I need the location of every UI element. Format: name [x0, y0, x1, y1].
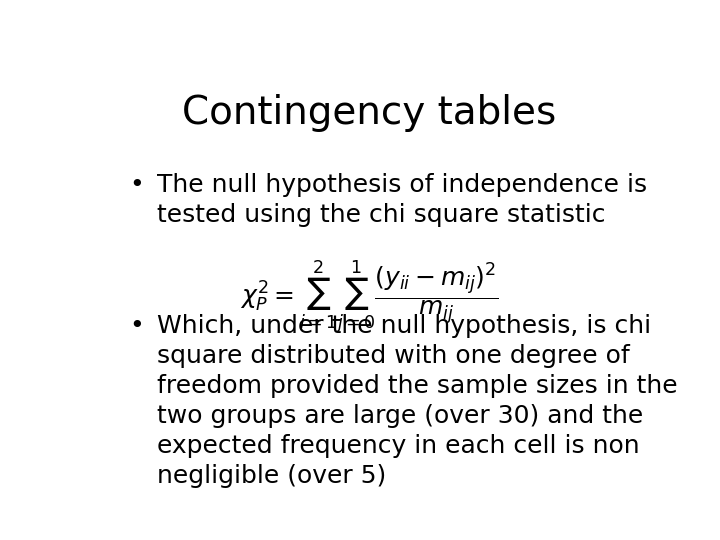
Text: tested using the chi square statistic: tested using the chi square statistic	[157, 203, 606, 227]
Text: square distributed with one degree of: square distributed with one degree of	[157, 344, 630, 368]
Text: •: •	[129, 173, 144, 197]
Text: expected frequency in each cell is non: expected frequency in each cell is non	[157, 434, 639, 458]
Text: $\chi^2_P = \sum_{i=1}^{2} \sum_{j=0}^{1} \dfrac{(y_{ii} - m_{ij})^2}{m_{ij}}$: $\chi^2_P = \sum_{i=1}^{2} \sum_{j=0}^{1…	[240, 258, 498, 336]
Text: Contingency tables: Contingency tables	[182, 94, 556, 132]
Text: two groups are large (over 30) and the: two groups are large (over 30) and the	[157, 404, 643, 428]
Text: The null hypothesis of independence is: The null hypothesis of independence is	[157, 173, 647, 197]
Text: freedom provided the sample sizes in the: freedom provided the sample sizes in the	[157, 374, 678, 398]
Text: Which, under the null hypothesis, is chi: Which, under the null hypothesis, is chi	[157, 314, 651, 338]
Text: negligible (over 5): negligible (over 5)	[157, 464, 386, 488]
Text: •: •	[129, 314, 144, 338]
